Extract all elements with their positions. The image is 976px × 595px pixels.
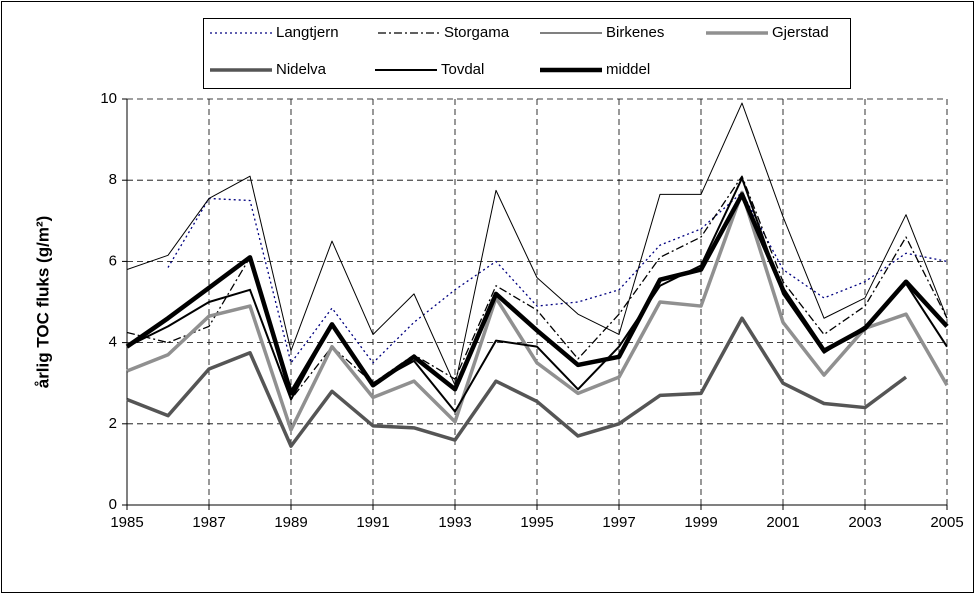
y-tick-label: 0 bbox=[109, 496, 117, 513]
x-tick-label: 1987 bbox=[192, 514, 225, 531]
legend-label: Nidelva bbox=[276, 61, 327, 78]
x-tick-label: 1993 bbox=[438, 514, 471, 531]
legend-label: Storgama bbox=[444, 24, 510, 41]
x-tick-label: 2001 bbox=[766, 514, 799, 531]
y-tick-label: 4 bbox=[109, 334, 117, 351]
series-line bbox=[126, 190, 949, 432]
x-tick-label: 1991 bbox=[356, 514, 389, 531]
y-tick-label: 10 bbox=[100, 90, 117, 107]
legend-label: Birkenes bbox=[606, 24, 664, 41]
x-tick-label: 1997 bbox=[602, 514, 635, 531]
series-line bbox=[125, 192, 949, 396]
x-tick-label: 1999 bbox=[684, 514, 717, 531]
x-tick-label: 1995 bbox=[520, 514, 553, 531]
x-tick-label: 1985 bbox=[110, 514, 143, 531]
y-axis-label: årlig TOC fluks (g/m²) bbox=[33, 216, 52, 389]
y-tick-label: 2 bbox=[109, 415, 117, 432]
x-tick-label: 2005 bbox=[930, 514, 963, 531]
legend-label: Gjerstad bbox=[772, 24, 829, 41]
legend-label: Tovdal bbox=[441, 61, 484, 78]
series-line bbox=[126, 316, 908, 448]
x-tick-label: 1989 bbox=[274, 514, 307, 531]
x-tick-label: 2003 bbox=[848, 514, 881, 531]
series-line bbox=[167, 191, 948, 364]
series-line bbox=[126, 102, 948, 386]
y-tick-label: 6 bbox=[109, 252, 117, 269]
legend-label: middel bbox=[606, 61, 650, 78]
y-tick-label: 8 bbox=[109, 171, 117, 188]
legend-box bbox=[203, 18, 851, 89]
legend-label: Langtjern bbox=[276, 24, 339, 41]
